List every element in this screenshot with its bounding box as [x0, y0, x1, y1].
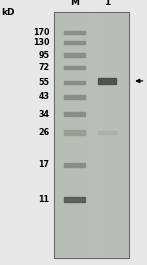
- Bar: [104, 12, 107, 258]
- Bar: [119, 12, 122, 258]
- Bar: [57, 12, 59, 258]
- Bar: [97, 12, 99, 258]
- Bar: [54, 12, 129, 258]
- Bar: [69, 12, 72, 258]
- Bar: [102, 12, 104, 258]
- Bar: [59, 12, 62, 258]
- Bar: [82, 12, 84, 258]
- Bar: [87, 12, 89, 258]
- Bar: [64, 12, 67, 258]
- Bar: [98, 131, 116, 134]
- Text: 17: 17: [38, 160, 49, 169]
- Bar: [77, 12, 79, 258]
- Text: 95: 95: [38, 51, 49, 60]
- Bar: [98, 78, 116, 84]
- Bar: [122, 12, 124, 258]
- Text: 55: 55: [38, 78, 49, 87]
- Bar: [107, 12, 109, 258]
- Text: 34: 34: [38, 110, 49, 119]
- Bar: [99, 12, 102, 258]
- Bar: [64, 130, 85, 135]
- Bar: [109, 12, 112, 258]
- Bar: [67, 12, 69, 258]
- Bar: [89, 12, 92, 258]
- Bar: [54, 12, 129, 258]
- Bar: [64, 41, 85, 44]
- Text: 26: 26: [38, 128, 49, 137]
- Bar: [127, 12, 129, 258]
- Bar: [54, 12, 57, 258]
- Bar: [64, 54, 85, 57]
- Bar: [64, 112, 85, 116]
- Text: 130: 130: [33, 38, 49, 47]
- Bar: [64, 31, 85, 34]
- Bar: [64, 65, 85, 69]
- Text: 1: 1: [104, 0, 110, 7]
- Text: 11: 11: [38, 195, 49, 204]
- Text: 170: 170: [33, 28, 49, 37]
- Bar: [94, 12, 97, 258]
- Bar: [64, 197, 85, 202]
- Bar: [62, 12, 64, 258]
- Bar: [74, 12, 77, 258]
- Bar: [114, 12, 117, 258]
- Text: kD: kD: [1, 8, 15, 17]
- Bar: [72, 12, 74, 258]
- Bar: [92, 12, 94, 258]
- Text: 43: 43: [38, 92, 49, 101]
- Bar: [64, 81, 85, 84]
- Bar: [117, 12, 119, 258]
- Bar: [124, 12, 127, 258]
- Bar: [84, 12, 87, 258]
- Text: 72: 72: [38, 63, 49, 72]
- Bar: [79, 12, 82, 258]
- Bar: [112, 12, 114, 258]
- Bar: [64, 95, 85, 99]
- Text: M: M: [70, 0, 79, 7]
- Bar: [64, 163, 85, 167]
